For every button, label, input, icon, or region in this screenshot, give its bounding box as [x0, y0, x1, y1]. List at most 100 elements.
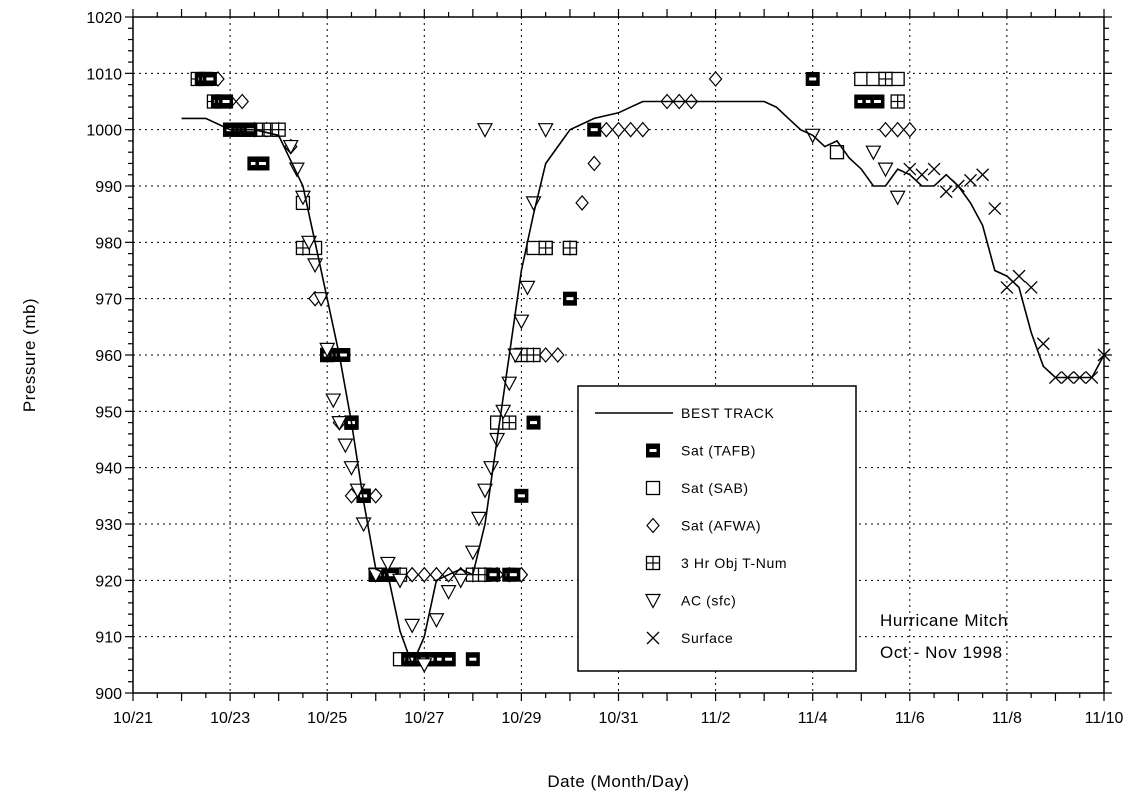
legend-label: Sat (AFWA) — [681, 518, 761, 534]
series-surface — [903, 162, 1111, 384]
x-tick-label: 11/4 — [798, 710, 828, 727]
y-tick-label: 920 — [95, 573, 122, 590]
data-point-surface — [1012, 269, 1026, 283]
marker-highlight — [530, 421, 538, 425]
data-point-surface — [939, 185, 953, 199]
y-tick-label: 970 — [95, 292, 122, 309]
marker-highlight — [222, 100, 230, 103]
data-point-sat-afwa — [575, 194, 589, 211]
legend: BEST TRACK Sat (TAFB) Sat (SAB) Sat (AFWA) 3… — [577, 385, 857, 672]
legend-box — [577, 385, 857, 672]
marker-highlight — [873, 100, 881, 103]
x-tick-label: 10/27 — [404, 710, 444, 727]
data-point-sat-tafb — [514, 488, 529, 503]
y-tick-label: 1000 — [86, 123, 122, 140]
data-point-ac-sfc — [428, 613, 445, 629]
data-point-sat-afwa — [635, 121, 650, 138]
y-tick-label: 1010 — [86, 66, 122, 83]
legend-label: BEST TRACK — [681, 405, 774, 421]
legend-entries: BEST TRACK Sat (TAFB) Sat (SAB) Sat (AFWA) 3… — [595, 405, 787, 646]
data-point-ac-sfc — [319, 342, 336, 358]
marker-stroke — [939, 185, 953, 199]
data-point-ac-sfc — [519, 280, 536, 296]
marker-highlight — [857, 100, 865, 103]
marker-highlight — [469, 657, 477, 661]
x-tick-label: 11/10 — [1085, 710, 1124, 727]
legend-swatch — [646, 631, 660, 645]
x-tick-label: 10/25 — [307, 710, 347, 727]
data-point-ac-sfc — [440, 584, 457, 600]
data-point-sat-tafb — [255, 156, 270, 171]
legend-entry-sat-afwa: Sat (AFWA) — [646, 517, 761, 534]
best-track-line — [181, 100, 1105, 667]
data-point-sat-afwa — [599, 121, 614, 138]
marker-stroke — [646, 631, 660, 645]
x-tick-label: 11/2 — [701, 710, 731, 727]
marker-stroke — [915, 168, 929, 182]
legend-swatch — [644, 593, 662, 609]
data-point-sat-afwa — [235, 93, 250, 110]
data-point-sat-tafb — [587, 122, 602, 137]
x-tick-label: 11/6 — [895, 710, 925, 727]
data-point-sat-sab — [526, 240, 541, 256]
marker-highlight — [428, 657, 436, 661]
x-axis-title: Date (Month/Day) — [547, 772, 689, 791]
data-point-sat-sab — [866, 71, 881, 87]
legend-swatch — [645, 555, 661, 571]
y-tick-label: 910 — [95, 630, 122, 647]
data-point-ac-sfc — [507, 348, 524, 364]
marker-highlight — [865, 100, 873, 103]
marker-stroke — [988, 202, 1002, 215]
data-point-ac-sfc — [476, 123, 493, 138]
marker-stroke — [1036, 337, 1050, 351]
data-point-3-hr-obj-t-num — [538, 240, 553, 256]
data-point-ac-sfc — [889, 190, 906, 206]
data-point-surface — [976, 168, 990, 182]
data-point-sat-tafb — [805, 71, 820, 86]
data-point-ac-sfc — [464, 545, 481, 561]
data-point-sat-tafb — [486, 567, 501, 582]
data-point-sat-afwa — [551, 347, 565, 363]
marker-highlight — [436, 657, 444, 661]
data-point-sat-afwa — [890, 121, 905, 138]
y-tick-label: 930 — [95, 517, 122, 534]
legend-label: 3 Hr Obj T-Num — [681, 555, 787, 571]
x-tick-label: 10/23 — [210, 710, 250, 727]
annotation-date-range: Oct - Nov 1998 — [880, 643, 1003, 662]
data-point-ac-sfc — [379, 556, 396, 572]
marker-highlight — [445, 657, 453, 661]
legend-swatch — [646, 517, 660, 534]
data-point-ac-sfc — [483, 461, 500, 476]
data-point-surface — [1024, 280, 1038, 294]
data-point-ac-sfc — [337, 438, 354, 454]
legend-swatch — [646, 443, 660, 458]
data-point-ac-sfc — [325, 393, 342, 409]
marker-stroke — [1000, 280, 1014, 294]
legend-entry-sat-sab: Sat (SAB) — [645, 480, 748, 496]
data-point-ac-sfc — [282, 139, 299, 155]
data-point-sat-afwa — [368, 487, 383, 504]
data-point-ac-sfc — [300, 235, 317, 251]
marker-stroke — [927, 162, 941, 176]
marker-highlight — [566, 297, 574, 301]
legend-entry-ac-sfc: AC (sfc) — [644, 593, 736, 609]
data-point-sat-tafb — [526, 415, 541, 430]
y-tick-label: 900 — [95, 686, 122, 703]
marker-highlight — [649, 449, 657, 452]
data-point-sat-tafb — [506, 567, 521, 582]
y-tick-label: 940 — [95, 461, 122, 478]
data-point-3-hr-obj-t-num — [562, 240, 578, 256]
y-tick-label: 980 — [95, 235, 122, 252]
data-point-ac-sfc — [404, 618, 421, 634]
y-axis-title: Pressure (mb) — [20, 298, 39, 412]
data-point-sat-tafb — [202, 71, 217, 86]
marker-stroke — [964, 173, 977, 187]
y-tick-label: 990 — [95, 179, 122, 196]
legend-label: AC (sfc) — [681, 593, 736, 609]
legend-entry-sat-tafb: Sat (TAFB) — [646, 443, 755, 459]
x-tick-label: 11/8 — [992, 710, 1022, 727]
marker-stroke — [1012, 269, 1026, 283]
data-point-sat-tafb — [562, 291, 577, 306]
data-point-sat-afwa — [708, 71, 723, 87]
